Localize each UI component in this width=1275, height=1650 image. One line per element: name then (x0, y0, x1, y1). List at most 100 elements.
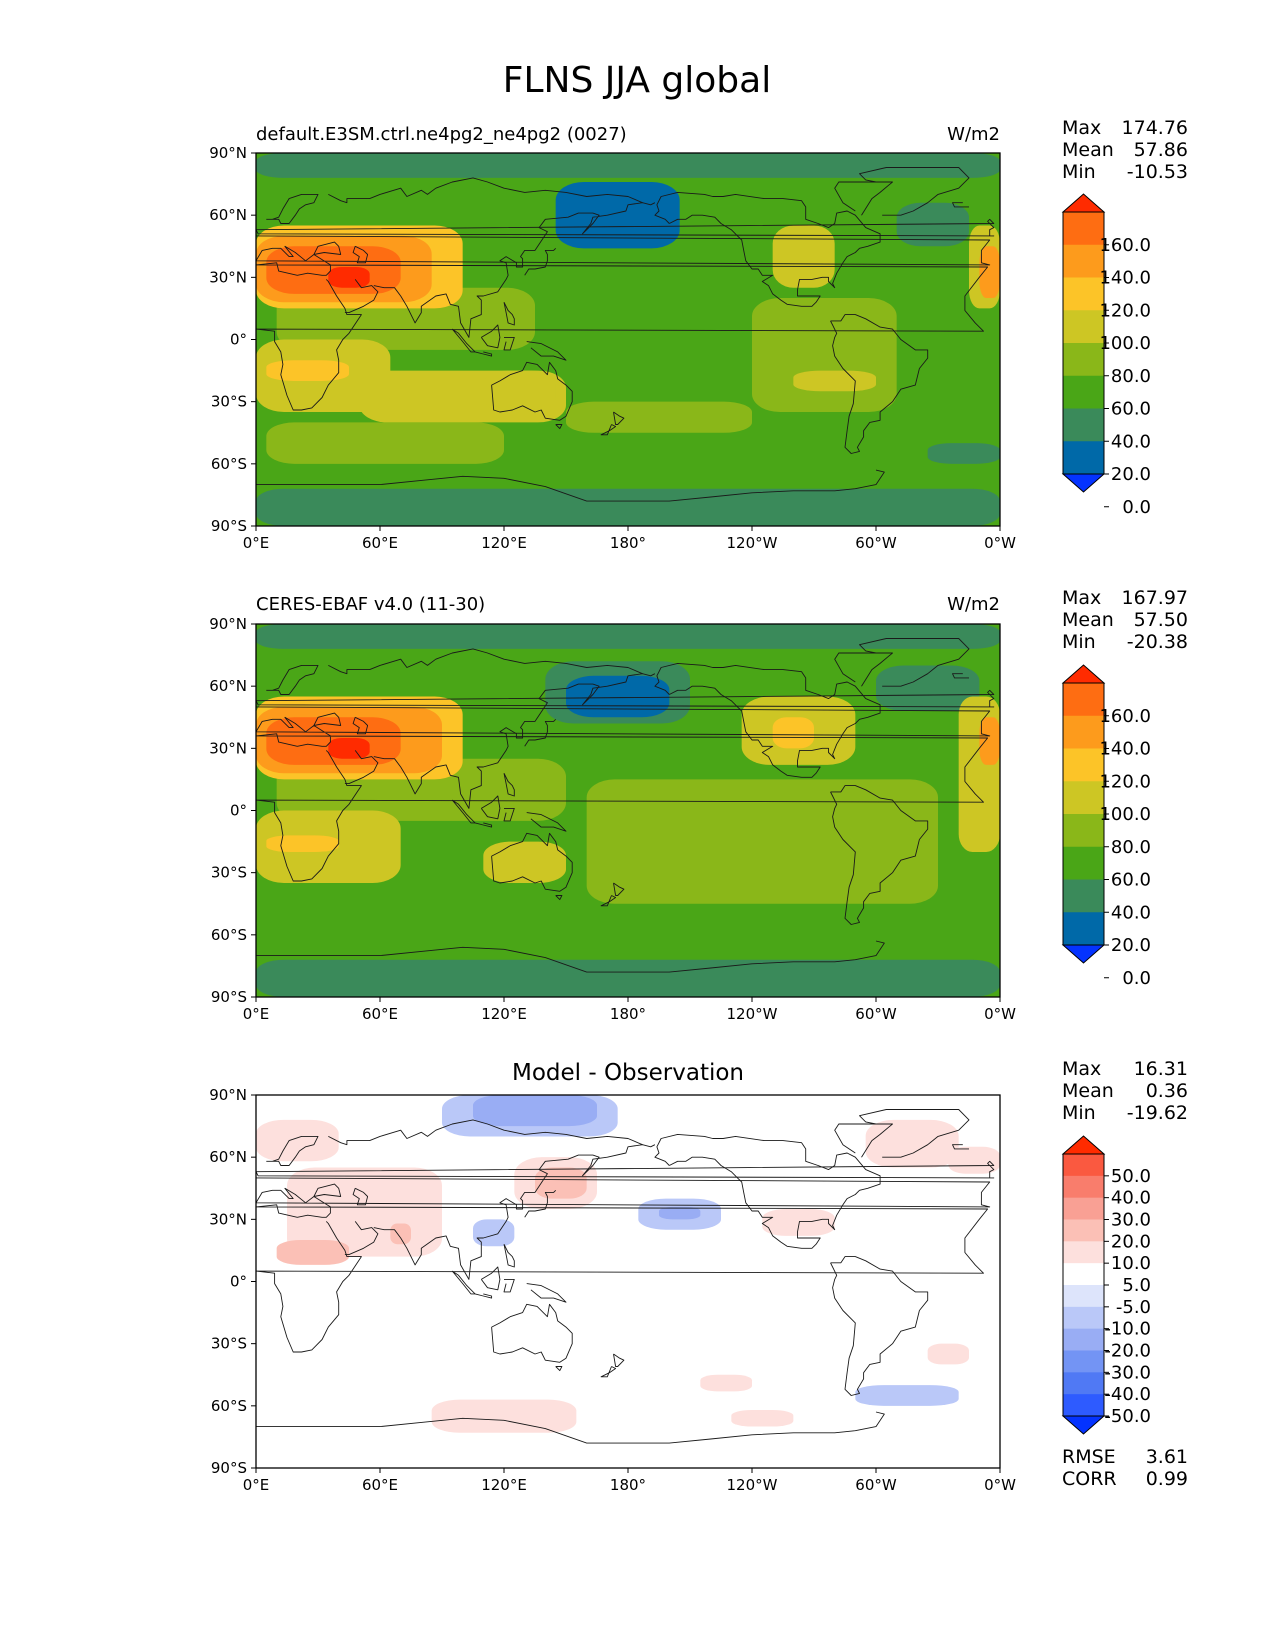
colorbar-tick-label: 40.0 (1111, 902, 1151, 923)
coastline (256, 218, 995, 237)
stat-mean-label: Mean (1062, 1080, 1114, 1102)
coastline (256, 469, 885, 502)
coastline (859, 638, 970, 687)
coastline (503, 773, 515, 797)
coastline (256, 940, 885, 973)
coastline (313, 712, 342, 726)
coastline (352, 245, 369, 264)
lon-tick-label: 60°E (362, 1476, 398, 1494)
lat-tick-label: 60°N (209, 1148, 247, 1166)
colorbar-segment (1063, 1197, 1104, 1220)
coastlines (256, 167, 995, 502)
coastline (526, 341, 567, 361)
stat-max-label: Max (1062, 587, 1101, 609)
panel-obs: CERES-EBAF v4.0 (11-30) W/m2 90°N 60°N 30°… (209, 587, 1188, 1023)
colorbar-extend-max (1061, 1135, 1106, 1155)
lon-tick-label: 180° (610, 1476, 646, 1494)
lat-tick-label: 90°S (211, 988, 247, 1006)
coastline (503, 1244, 515, 1268)
panel-obs-units: W/m2 (947, 594, 1000, 615)
colorbar-extend-min (1061, 473, 1106, 493)
coastline (526, 812, 567, 832)
coastline (491, 361, 573, 421)
map-model (255, 152, 1001, 527)
contour-region (948, 1146, 1000, 1174)
coastline (256, 1411, 885, 1444)
coastline (328, 648, 643, 675)
coastline (256, 235, 991, 411)
colorbar-segment (1063, 912, 1104, 946)
colorbar-segment (1063, 1350, 1104, 1373)
colorbar-segment (1063, 1263, 1104, 1286)
lat-tick-label: 60°S (211, 1397, 247, 1415)
lat-tick-label: 30°S (211, 393, 247, 411)
lat-tick-label: 0° (230, 1273, 247, 1291)
coastline (474, 822, 493, 828)
lat-tick-label: 90°S (211, 517, 247, 535)
lon-tick-label: 60°W (855, 1005, 897, 1023)
contour-region (566, 675, 670, 718)
stat-min-label: Min (1062, 631, 1096, 653)
coastline (256, 1160, 995, 1179)
contour-region (483, 370, 556, 413)
colorbar-tick-label: 140.0 (1099, 268, 1151, 289)
colorbar-segment (1063, 1372, 1104, 1395)
coastline (830, 785, 929, 925)
lon-tick-label: 180° (610, 534, 646, 552)
coastline (491, 1303, 573, 1363)
coastline (480, 1266, 501, 1291)
coastline (328, 1119, 643, 1146)
contour-region (431, 1399, 577, 1433)
coastline (328, 177, 643, 204)
colorbar-model: 160.0 140.0 120.0 100.0 80.0 60.0 40.0 20.0 0.0 (1061, 193, 1151, 518)
contour-region (256, 624, 1000, 649)
contour-region (772, 225, 835, 288)
metrics-diff: RMSE 3.61 CORR 0.99 (1062, 1446, 1188, 1490)
coastline (373, 202, 656, 338)
axis-ticks-obs: 90°N 60°N 30°N 0° 30°S 60°S 90°S0°E 60°E 120°E 18… (209, 615, 1016, 1023)
lon-tick-label: 60°E (362, 534, 398, 552)
colorbar-segment (1063, 748, 1104, 782)
stat-max-label: Max (1062, 117, 1101, 139)
colorbar-segment (1063, 1306, 1104, 1330)
coastlines (256, 638, 995, 973)
contour-field (256, 624, 1000, 997)
contour-field (256, 1095, 1000, 1468)
contour-region (659, 1206, 701, 1220)
stat-mean-value: 57.50 (1134, 609, 1188, 631)
colorbar-segment (1063, 879, 1104, 913)
corr-value: 0.99 (1146, 1468, 1188, 1490)
lon-tick-label: 0°E (243, 534, 270, 552)
stat-max-value: 167.97 (1122, 587, 1188, 609)
lat-tick-label: 90°N (209, 144, 247, 162)
colorbar-tick-label: 40.0 (1111, 1188, 1151, 1209)
lon-tick-label: 0°W (984, 1476, 1016, 1494)
panel-obs-title: CERES-EBAF v4.0 (11-30) (256, 594, 485, 615)
contour-region (276, 1240, 349, 1265)
colorbar-tick-label: 30.0 (1111, 1210, 1151, 1231)
contour-region (266, 422, 504, 464)
colorbar-segment (1063, 1241, 1104, 1264)
contour-region (473, 1219, 515, 1247)
panel-model: default.E3SM.ctrl.ne4pg2_ne4pg2 (0027) W… (209, 117, 1188, 552)
colorbar-tick-label: -50.0 (1104, 1406, 1151, 1427)
stat-mean-label: Mean (1062, 139, 1114, 161)
colorbar-segment (1063, 408, 1104, 442)
figure-title: FLNS JJA global (503, 60, 771, 101)
colorbar-segment (1063, 1154, 1104, 1177)
lon-tick-label: 0°W (984, 1005, 1016, 1023)
contour-region (979, 246, 1000, 299)
map-obs (255, 623, 1001, 998)
coastline (952, 673, 969, 679)
corr-label: CORR (1062, 1468, 1117, 1490)
lon-tick-label: 120°W (727, 534, 778, 552)
coastline (474, 351, 493, 357)
stat-max-value: 174.76 (1122, 117, 1188, 139)
stat-min-label: Min (1062, 161, 1096, 183)
colorbar-tick-label: 60.0 (1111, 870, 1151, 891)
contour-field (256, 153, 1000, 526)
coastline (373, 673, 656, 809)
colorbar-tick-label: 100.0 (1099, 804, 1151, 825)
colorbar-segment (1063, 1394, 1104, 1417)
